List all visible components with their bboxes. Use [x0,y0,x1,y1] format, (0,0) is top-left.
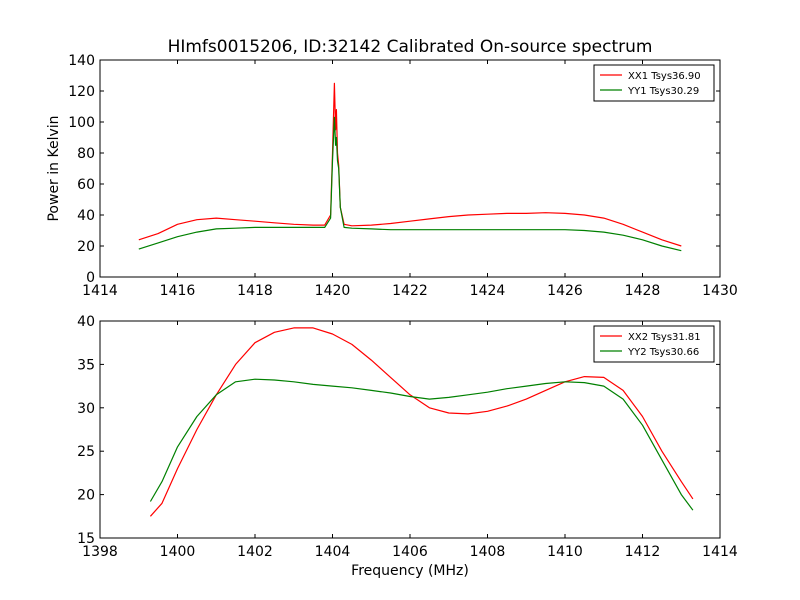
y-tick-label: 100 [68,115,95,131]
y-tick-label: 40 [77,208,95,224]
legend-entry-2: YY1 Tsys30.29 [627,86,699,97]
x-tick-label: 1398 [82,544,118,560]
y-tick-label: 35 [77,357,95,373]
top-panel: 1414 1416 1418 1420 1422 1424 1426 1428 1430 0 20 4… [46,37,738,299]
y-tick-label: 20 [77,239,95,255]
x-tick-label: 1414 [702,544,738,560]
y-tick-label: 15 [77,531,95,547]
chart-title: HImfs0015206, ID:32142 Calibrated On-sou… [168,37,653,57]
x-tick-label: 1406 [392,544,428,560]
series-line-1 [149,327,694,517]
y-tick-label: 40 [77,314,95,330]
y-tick-label: 120 [68,84,95,100]
x-tick-label: 1420 [315,283,351,299]
y-tick-label: 60 [77,177,95,193]
x-tick-label: 1414 [82,283,118,299]
x-tick-label: 1424 [470,283,506,299]
y-tick-label: 140 [68,53,95,69]
legend-entry-1: XX2 Tsys31.81 [628,332,701,343]
legend-entry-1: XX1 Tsys36.90 [628,71,701,82]
legend-box [593,64,715,102]
x-axis-label: Frequency (MHz) [351,563,469,579]
y-tick-label: 30 [77,401,95,417]
x-tick-label: 1408 [470,544,506,560]
x-tick-label: 1428 [625,283,661,299]
x-tick-label: 1410 [547,544,583,560]
y-tick-label: 0 [86,270,95,286]
y-tick-label: 20 [77,488,95,504]
x-tick-label: 1416 [160,283,196,299]
x-tick-label: 1418 [237,283,273,299]
x-tick-label: 1422 [392,283,428,299]
series-line-2 [138,116,682,252]
x-tick-label: 1412 [625,544,661,560]
legend-entry-2: YY2 Tsys30.66 [627,347,699,358]
x-tick-label: 1430 [702,283,738,299]
y-tick-label: 25 [77,444,95,460]
y-axis-label: Power in Kelvin [46,115,62,221]
y-tick-label: 80 [77,146,95,162]
x-tick-label: 1402 [237,544,273,560]
legend-box [593,325,715,363]
x-tick-label: 1404 [315,544,351,560]
series-line-2 [149,378,694,511]
x-tick-label: 1400 [160,544,196,560]
x-tick-label: 1426 [547,283,583,299]
bottom-panel: 1398 1400 1402 1404 1406 1408 1410 1412 1414 15 20… [77,314,738,579]
